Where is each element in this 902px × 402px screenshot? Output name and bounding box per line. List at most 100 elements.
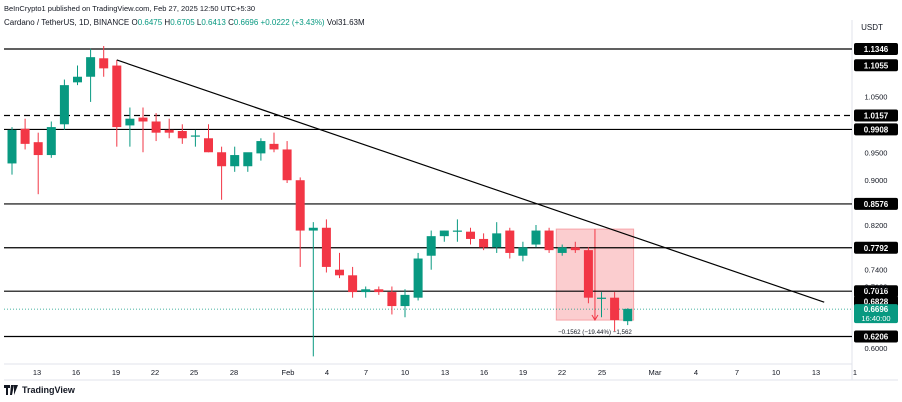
candle-body [177, 131, 187, 139]
candle-body [361, 289, 371, 293]
time-axis: 13 16 19 22 25 28 Feb 4 7 10 13 16 19 22 25 Mar 4 7 10 13 1 [33, 368, 857, 377]
candle-body [86, 57, 96, 77]
measure-tool: −0.1562 (−19.44%) −1,562 [555, 228, 635, 336]
low-label: L [196, 18, 202, 27]
level-lines [4, 48, 852, 338]
level-price-label: 0.7016 [864, 287, 889, 296]
change-value: +0.0222 (+3.43%) [260, 18, 325, 27]
x-tick-label: 22 [151, 368, 159, 377]
high-label: H [164, 18, 171, 27]
volume-value: Vol31.63M [326, 18, 365, 27]
level-price-label: 1.1346 [864, 45, 889, 54]
level-price-label: 0.6206 [864, 332, 889, 341]
current-price-label: 0.6696 [864, 305, 889, 314]
x-tick-label: 28 [230, 368, 238, 377]
candle-body [335, 269, 344, 276]
x-tick-label: 4 [325, 368, 329, 377]
candle-body [348, 275, 358, 293]
level-price-label: 0.6828 [864, 298, 889, 307]
open-value: 0.6475 [137, 18, 163, 27]
level-price-tag [854, 197, 898, 210]
candle-body [59, 85, 69, 125]
candle-body [531, 230, 541, 245]
level-price-tag [854, 285, 898, 298]
candle-body [269, 143, 279, 150]
candle-body [466, 231, 475, 239]
y-tick-label: 0.9000 [865, 176, 888, 185]
open-label: O [131, 18, 138, 27]
level-price-tag [854, 241, 898, 254]
candle-body [7, 129, 17, 164]
x-tick-label: 16 [72, 368, 80, 377]
x-tick-label: 1 [853, 368, 857, 377]
countdown-label: 16:40:00 [861, 314, 890, 323]
y-tick-label: 0.7400 [865, 266, 888, 275]
x-tick-label: 13 [812, 368, 820, 377]
grid [4, 20, 898, 381]
candle-body [256, 141, 266, 154]
level-price-label: 1.0157 [864, 112, 889, 121]
x-tick-label: Mar [649, 368, 662, 377]
level-price-tag [854, 109, 898, 122]
published-text: BeInCrypto1 published on TradingView.com… [4, 4, 256, 13]
x-tick-label: 10 [772, 368, 780, 377]
candle-body [73, 76, 82, 83]
x-tick-label: 16 [480, 368, 488, 377]
candle-body [308, 227, 318, 231]
current-price-tag [854, 304, 898, 324]
x-tick-label: 7 [735, 368, 739, 377]
candle-body [321, 227, 331, 267]
brand-name: TradingView [22, 385, 75, 395]
low-value: 0.6413 [201, 18, 226, 27]
x-tick-label: 25 [190, 368, 198, 377]
level-price-label: 0.8576 [864, 200, 889, 209]
y-tick-label: 0.6000 [865, 344, 888, 353]
close-value: 0.6696 [233, 18, 259, 27]
candle-body [217, 152, 227, 167]
level-price-label: 0.7792 [864, 244, 889, 253]
candle-body [610, 297, 620, 321]
tradingview-icon [4, 385, 18, 395]
candle-body [164, 129, 174, 133]
ohlc-legend: Cardano / TetherUS, 1D, BINANCE O0.6475 … [4, 18, 365, 27]
x-tick-label: 25 [598, 368, 606, 377]
candle-body [479, 238, 489, 248]
trendline [116, 59, 825, 303]
candle-body [583, 250, 593, 298]
level-price-label: 1.1055 [864, 61, 889, 70]
measure-arrow-head [591, 314, 599, 322]
measure-label: −0.1562 (−19.44%) −1,562 [558, 329, 632, 336]
currency-label: USDT [861, 23, 883, 32]
x-tick-label: Feb [282, 368, 295, 377]
candle-body [125, 118, 135, 126]
x-tick-label: 19 [519, 368, 527, 377]
candle-body [518, 247, 528, 256]
candle-body [99, 58, 109, 69]
x-tick-label: 13 [33, 368, 41, 377]
x-tick-label: 7 [364, 368, 368, 377]
x-tick-label: 10 [401, 368, 409, 377]
x-tick-label: 19 [112, 368, 120, 377]
tradingview-logo[interactable]: TradingView [4, 385, 75, 395]
level-price-tag [854, 43, 898, 56]
x-tick-label: 13 [441, 368, 449, 377]
candle-body [597, 297, 606, 299]
candle-body [295, 180, 305, 231]
level-price-tag [854, 59, 898, 72]
candle-body [138, 117, 148, 122]
candle-body [20, 128, 30, 144]
y-tick-label: 0.8200 [865, 221, 888, 230]
candle-body [387, 292, 397, 307]
candle-body [33, 142, 43, 156]
candle-body [505, 230, 515, 253]
candle-body [426, 236, 436, 256]
high-value: 0.6705 [170, 18, 195, 27]
candle-body [439, 230, 449, 237]
level-price-tag [854, 123, 898, 136]
candle-body [557, 247, 567, 253]
candle-body [151, 121, 161, 133]
candle-body [190, 135, 200, 137]
y-tick-label: 1.0500 [865, 92, 888, 101]
candle-body [282, 149, 292, 181]
